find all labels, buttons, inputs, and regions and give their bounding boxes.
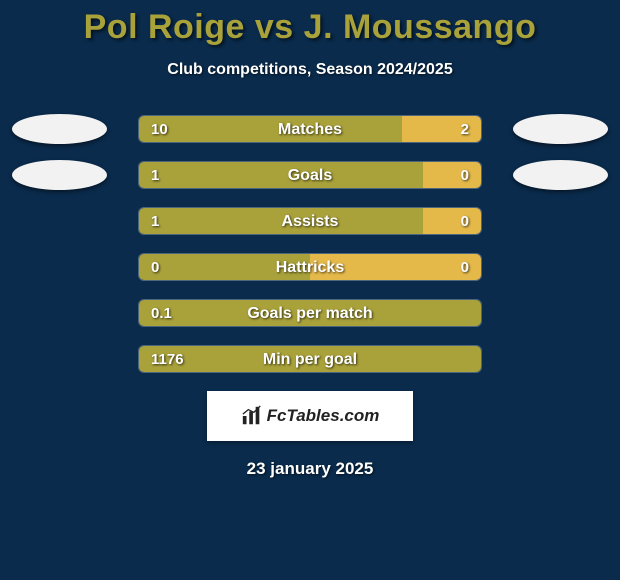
stat-row: 10Goals (0, 161, 620, 189)
stat-row: 00Hattricks (0, 253, 620, 281)
stat-bar-track: 1176Min per goal (138, 345, 482, 373)
stat-bar-track: 102Matches (138, 115, 482, 143)
subtitle: Club competitions, Season 2024/2025 (0, 61, 620, 79)
stat-bar-left (139, 208, 423, 234)
stat-bar-right (423, 162, 481, 188)
chart-icon (241, 405, 263, 427)
comparison-card: Pol Roige vs J. Moussango Club competiti… (0, 0, 620, 580)
stat-value-left: 10 (151, 116, 168, 143)
stat-bar-right (310, 254, 481, 280)
title-player-right: J. Moussango (304, 8, 537, 46)
player-photo-right (513, 160, 608, 190)
stat-row: 10Assists (0, 207, 620, 235)
player-photo-left (12, 114, 107, 144)
source-badge: FcTables.com (207, 391, 413, 441)
stat-row: 1176Min per goal (0, 345, 620, 373)
stat-value-left: 0.1 (151, 300, 172, 327)
source-badge-text: FcTables.com (267, 406, 380, 426)
stat-bar-left (139, 300, 481, 326)
player-photo-right (513, 114, 608, 144)
stat-bar-track: 00Hattricks (138, 253, 482, 281)
page-title: Pol Roige vs J. Moussango (0, 8, 620, 47)
stat-bar-track: 0.1Goals per match (138, 299, 482, 327)
title-vs: vs (255, 8, 294, 46)
stat-bar-right (423, 208, 481, 234)
stat-value-left: 1176 (151, 346, 184, 373)
stat-row: 0.1Goals per match (0, 299, 620, 327)
stat-row: 102Matches (0, 115, 620, 143)
stat-bar-left (139, 254, 310, 280)
stat-value-left: 0 (151, 254, 159, 281)
stat-bar-left (139, 346, 481, 372)
stat-value-right: 0 (461, 162, 469, 189)
stat-value-left: 1 (151, 208, 159, 235)
stats-chart: 102Matches10Goals10Assists00Hattricks0.1… (0, 115, 620, 373)
stat-bar-track: 10Assists (138, 207, 482, 235)
title-player-left: Pol Roige (84, 8, 245, 46)
snapshot-date: 23 january 2025 (0, 459, 620, 479)
stat-value-right: 0 (461, 254, 469, 281)
stat-bar-left (139, 116, 402, 142)
stat-bar-track: 10Goals (138, 161, 482, 189)
stat-bar-left (139, 162, 423, 188)
stat-value-left: 1 (151, 162, 159, 189)
player-photo-left (12, 160, 107, 190)
stat-value-right: 2 (461, 116, 469, 143)
stat-value-right: 0 (461, 208, 469, 235)
stat-bar-right (402, 116, 481, 142)
